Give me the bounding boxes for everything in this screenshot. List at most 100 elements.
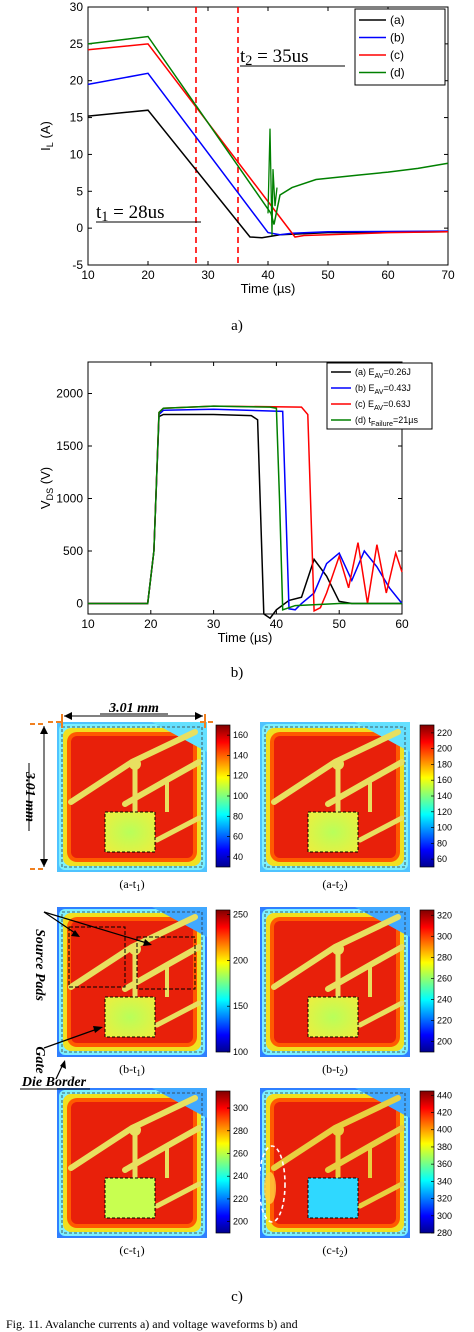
trace-lower [154, 815, 202, 843]
legend-box [326, 362, 433, 430]
legend-label: (a) [390, 13, 405, 27]
colorbar-tick-label: 160 [233, 730, 248, 740]
colorbar-tick-label: 240 [437, 994, 452, 1004]
x-tick-label: 40 [261, 268, 275, 282]
via-node [129, 943, 141, 955]
colorbar-tick-label: 320 [437, 910, 452, 920]
trace-lower [357, 1181, 405, 1209]
x-tick-label: 30 [201, 268, 215, 282]
gate-outline [104, 996, 156, 1038]
y-tick-label: 20 [70, 74, 84, 88]
colorbar-tick-label: 220 [233, 1194, 248, 1204]
colorbar-tick-label: 180 [437, 759, 452, 769]
height-arrowhead [40, 726, 48, 734]
width-annotation: 3.01 mm [108, 701, 159, 716]
colorbar [215, 909, 231, 1053]
y-tick-label: 10 [70, 147, 84, 161]
thermal-panel-3: 100 150 200 250 (b-t1) [57, 907, 248, 1078]
colorbar [215, 1090, 231, 1234]
trace-lower [357, 1000, 405, 1028]
colorbar-tick-label: 250 [233, 910, 248, 920]
colorbar-tick-label: 380 [437, 1142, 452, 1152]
transient-spike [267, 128, 278, 236]
colorbar-tick-label: 160 [437, 775, 452, 785]
y-tick-label: 25 [70, 37, 84, 51]
via-node [129, 758, 141, 770]
y-tick-label: 0 [76, 597, 83, 611]
figure-caption: Fig. 11. Avalanche currents a) and volta… [6, 1317, 298, 1331]
colorbar-tick-label: 60 [437, 854, 447, 864]
series-line-3 [87, 35, 449, 225]
thermal-panel-4: 200 220 240 260 280 300 320 (b-t2) [260, 907, 452, 1078]
y-tick-label: 1000 [56, 492, 83, 506]
legend-label: (a) EAV=0.26J [355, 367, 411, 380]
series-line-1 [87, 72, 449, 236]
caption-c: c) [231, 1289, 243, 1305]
colorbar-tick-label: 100 [233, 791, 248, 801]
y-tick-label: 15 [70, 111, 84, 125]
series-line-0 [87, 109, 449, 239]
arrowhead [71, 930, 80, 937]
colorbar-tick-label: 200 [233, 955, 248, 965]
x-tick-label: 50 [321, 268, 335, 282]
y-tick-label: 2000 [56, 387, 83, 401]
colorbar-tick-label: 340 [437, 1176, 452, 1186]
colorbar-tick-label: 200 [437, 1036, 452, 1046]
legend-label: (b) [390, 31, 405, 45]
thermal-panel-1: 40 60 80 100 120 140 160 (a-t1) [57, 722, 248, 893]
via-node [129, 1124, 141, 1136]
height-arrowhead [40, 859, 48, 867]
y-tick-label: 500 [63, 544, 83, 558]
die-outline [264, 726, 406, 868]
via-node [332, 1124, 344, 1136]
source-pad-arrow-left [43, 911, 79, 936]
die-outline [264, 1092, 406, 1234]
via-node [332, 758, 344, 770]
y-tick-label: 5 [76, 184, 83, 198]
panel-caption: (b-t1) [119, 1062, 145, 1078]
arrowhead [60, 1060, 66, 1069]
legend-label: (c) EAV=0.63J [355, 399, 410, 412]
y-tick-label: 30 [70, 0, 84, 14]
colorbar-tick-label: 140 [233, 750, 248, 760]
die-outline [61, 726, 203, 868]
width-arrowhead [195, 712, 203, 720]
thermal-panel-6: 280 300 320 340 360 380 400 420 440 (c-t2) [258, 1088, 452, 1259]
x-tick-label: 20 [141, 268, 155, 282]
die-outline [61, 911, 203, 1053]
legend-label: (b) EAV=0.43J [355, 383, 411, 396]
die-outline [61, 1092, 203, 1234]
thermal-panel-2: 60 80 100 120 140 160 180 200 220 (a-t2) [260, 722, 452, 893]
caption-b: b) [231, 665, 244, 681]
colorbar-tick-label: 140 [437, 791, 452, 801]
trace-lower [154, 1181, 202, 1209]
colorbar-tick-label: 80 [437, 838, 447, 848]
y-tick-label: 0 [76, 221, 83, 235]
arrowhead [93, 1026, 103, 1033]
gate-outline [104, 1177, 156, 1219]
current-chart: 10 20 30 40 50 60 70 -5 0 5 10 15 20 25 30 Time (µs) IL … [38, 0, 455, 296]
colorbar-tick-label: 150 [233, 1001, 248, 1011]
trace-lower [154, 1000, 202, 1028]
colorbar-tick-label: 40 [233, 852, 243, 862]
colorbar-tick-label: 200 [233, 1217, 248, 1227]
series-line-3 [88, 405, 402, 611]
die-outline [264, 911, 406, 1053]
gate-outline [307, 996, 359, 1038]
source-pads-label: Source Pads [32, 929, 47, 1002]
colorbar-tick-label: 280 [233, 1126, 248, 1136]
x-tick-label: 60 [381, 268, 395, 282]
legend-label: (d) tFailure=21µs [355, 415, 418, 428]
x-tick-label: 20 [144, 617, 158, 631]
y-tick-label: 1500 [56, 439, 83, 453]
colorbar-tick-label: 100 [233, 1047, 248, 1057]
caption-a: a) [231, 318, 243, 334]
voltage-chart: 10 20 30 40 50 60 0 500 1000 1500 2000 Time (µs) VDS… [38, 361, 433, 645]
colorbar-tick-label: 220 [437, 728, 452, 738]
y-axis-label: IL (A) [38, 121, 55, 151]
x-tick-label: 70 [441, 268, 455, 282]
x-axis-label: Time (µs) [218, 630, 273, 645]
arrowhead [143, 939, 152, 946]
colorbar-tick-label: 280 [437, 952, 452, 962]
time-annotation-0: t2 = 35us [240, 46, 309, 69]
